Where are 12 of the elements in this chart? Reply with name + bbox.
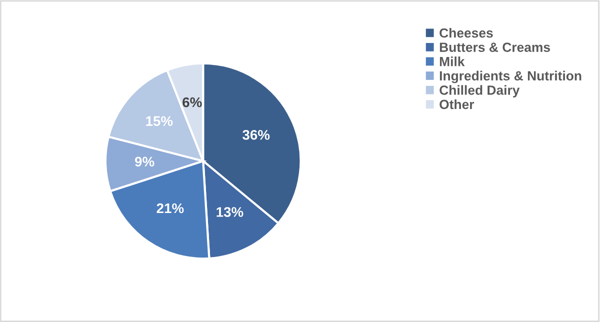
legend-label: Chilled Dairy bbox=[440, 85, 520, 98]
data-label: 15% bbox=[146, 116, 173, 126]
legend-label: Butters & Creams bbox=[440, 42, 550, 52]
data-label: 36% bbox=[242, 130, 270, 140]
data-label: 9% bbox=[134, 156, 154, 167]
data-label: 6% bbox=[182, 97, 202, 108]
legend-label: Other bbox=[440, 99, 474, 110]
legend-label: Milk bbox=[440, 56, 465, 66]
data-label: 13% bbox=[216, 207, 244, 217]
legend-label: Ingredients & Nutrition bbox=[440, 70, 582, 84]
legend-label: Cheeses bbox=[440, 28, 493, 38]
data-label: 21% bbox=[156, 203, 184, 214]
